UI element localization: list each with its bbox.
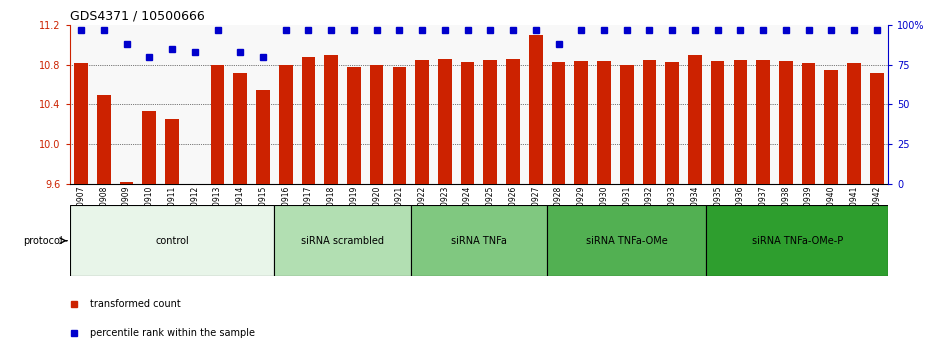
Bar bbox=[392, 67, 406, 184]
Text: siRNA scrambled: siRNA scrambled bbox=[301, 236, 384, 246]
Bar bbox=[325, 55, 338, 184]
Bar bbox=[506, 59, 520, 184]
Bar bbox=[665, 62, 679, 184]
Bar bbox=[734, 59, 747, 184]
Bar bbox=[438, 59, 452, 184]
Bar bbox=[575, 61, 588, 184]
Bar bbox=[825, 70, 838, 184]
Bar bbox=[711, 61, 724, 184]
Bar bbox=[484, 59, 498, 184]
Bar bbox=[529, 35, 542, 184]
Bar bbox=[847, 63, 861, 184]
Bar bbox=[166, 119, 179, 184]
Bar bbox=[779, 61, 792, 184]
Bar bbox=[97, 96, 111, 184]
Bar bbox=[301, 57, 315, 184]
Bar bbox=[460, 62, 474, 184]
Bar bbox=[370, 64, 383, 184]
Bar bbox=[706, 205, 888, 276]
Bar bbox=[256, 91, 270, 184]
Text: siRNA TNFa: siRNA TNFa bbox=[451, 236, 507, 246]
Bar bbox=[643, 59, 657, 184]
Bar bbox=[547, 205, 706, 276]
Bar bbox=[802, 63, 816, 184]
Bar bbox=[756, 59, 770, 184]
Bar bbox=[416, 59, 429, 184]
Text: control: control bbox=[155, 236, 189, 246]
Bar bbox=[211, 64, 224, 184]
Bar bbox=[233, 73, 247, 184]
Text: transformed count: transformed count bbox=[90, 298, 181, 309]
Bar bbox=[870, 73, 884, 184]
Bar bbox=[620, 64, 633, 184]
Bar bbox=[120, 182, 133, 184]
Bar bbox=[142, 112, 156, 184]
Bar bbox=[279, 64, 293, 184]
Text: GDS4371 / 10500666: GDS4371 / 10500666 bbox=[70, 9, 205, 22]
Text: siRNA TNFa-OMe-P: siRNA TNFa-OMe-P bbox=[751, 236, 843, 246]
Bar bbox=[597, 61, 611, 184]
Text: percentile rank within the sample: percentile rank within the sample bbox=[90, 328, 255, 338]
Bar bbox=[551, 62, 565, 184]
Bar bbox=[70, 205, 274, 276]
Bar bbox=[411, 205, 547, 276]
Bar bbox=[347, 67, 361, 184]
Text: siRNA TNFa-OMe: siRNA TNFa-OMe bbox=[586, 236, 668, 246]
Text: protocol: protocol bbox=[23, 236, 63, 246]
Bar bbox=[274, 205, 411, 276]
Bar bbox=[688, 55, 702, 184]
Bar bbox=[74, 63, 88, 184]
